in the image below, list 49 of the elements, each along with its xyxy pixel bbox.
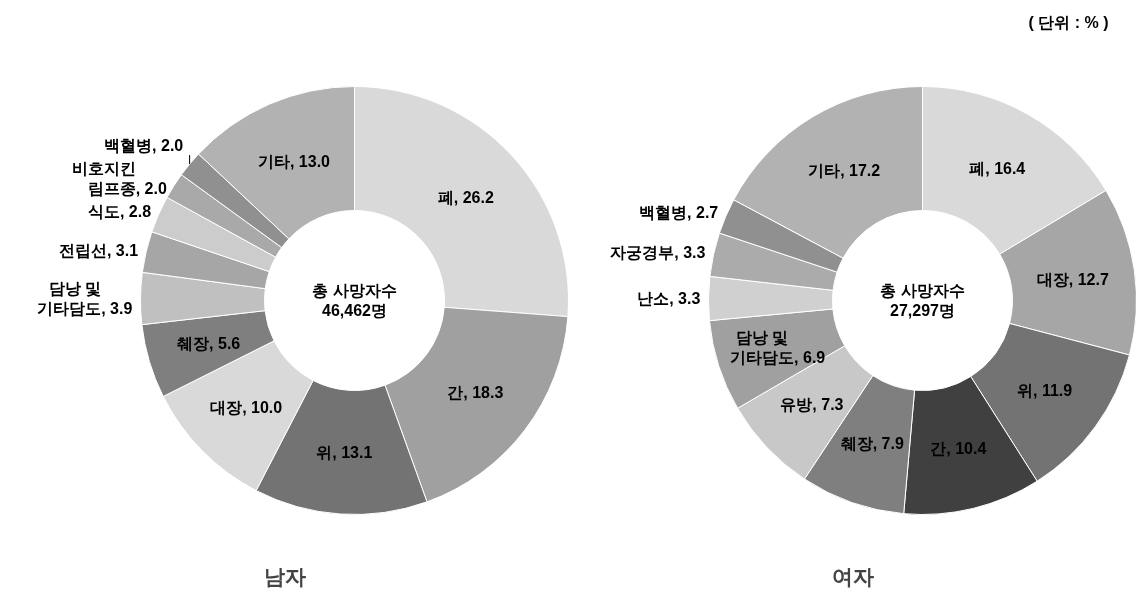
slice-label: 간 [930, 439, 947, 457]
data-label: , 3.9 [101, 299, 133, 317]
data-label: , 18.3 [463, 384, 504, 402]
data-label: , 2.8 [119, 202, 152, 220]
text: 여자 [831, 564, 874, 588]
slice-label: 폐 [437, 188, 454, 206]
data-label: , 7.3 [812, 396, 844, 414]
data-label: , 16.4 [985, 159, 1026, 177]
slice-label: 식도 [87, 202, 120, 220]
data-label: , 5.6 [209, 335, 241, 353]
data-label: , 2.7 [687, 204, 719, 222]
data-label: , 12.7 [1068, 270, 1109, 288]
slice-label: 대장 [1036, 270, 1069, 288]
slice-label: 담낭 및 기타담도 [37, 279, 102, 317]
data-label: , 17.2 [840, 161, 881, 179]
text: 남자 [263, 564, 306, 588]
slice-label: 기타 [257, 152, 290, 170]
data-label: , 26.2 [453, 188, 494, 206]
text: 총 사망자수 27,297명 [880, 281, 965, 320]
data-label: , 10.4 [946, 439, 987, 457]
data-label: , 2.0 [135, 179, 167, 197]
slice-label: 난소 [637, 289, 670, 307]
slice-label: 백혈병 [104, 136, 153, 154]
data-label: , 10.0 [242, 398, 283, 416]
data-label: , 3.3 [669, 289, 701, 307]
slice-label: 담낭 및 기타담도 [730, 328, 795, 366]
slice-label: 기타 [808, 161, 841, 179]
data-label: , 11.9 [1033, 381, 1073, 399]
chart-subtitle: ( 단위 : % ) [1028, 14, 1109, 31]
slice-label: 폐 [969, 159, 986, 177]
data-label: , 6.9 [794, 348, 826, 366]
text: 총 사망자수 46,462명 [312, 281, 397, 320]
data-label: , 13.0 [289, 152, 331, 170]
data-label: , 7.9 [872, 435, 904, 453]
slice-label: 위 [316, 443, 333, 461]
slice-label: 간 [447, 384, 464, 402]
slice-label: 비호지킨 림프종 [71, 159, 136, 197]
data-label: , 13.1 [332, 443, 373, 461]
slice-label: 대장 [210, 398, 243, 416]
data-label: , 2.0 [152, 136, 184, 154]
slice-label: 백혈병 [639, 204, 688, 222]
slice-label: 위 [1017, 381, 1034, 399]
slice-label: 자궁경부 [610, 244, 675, 262]
data-label: , 3.1 [106, 241, 139, 259]
slice-label: 전립선 [58, 241, 107, 259]
data-label: , 3.3 [674, 244, 706, 262]
slice-label: 췌장 [840, 435, 873, 453]
slice-label: 유방 [780, 396, 813, 414]
slice-label: 췌장 [177, 335, 210, 353]
